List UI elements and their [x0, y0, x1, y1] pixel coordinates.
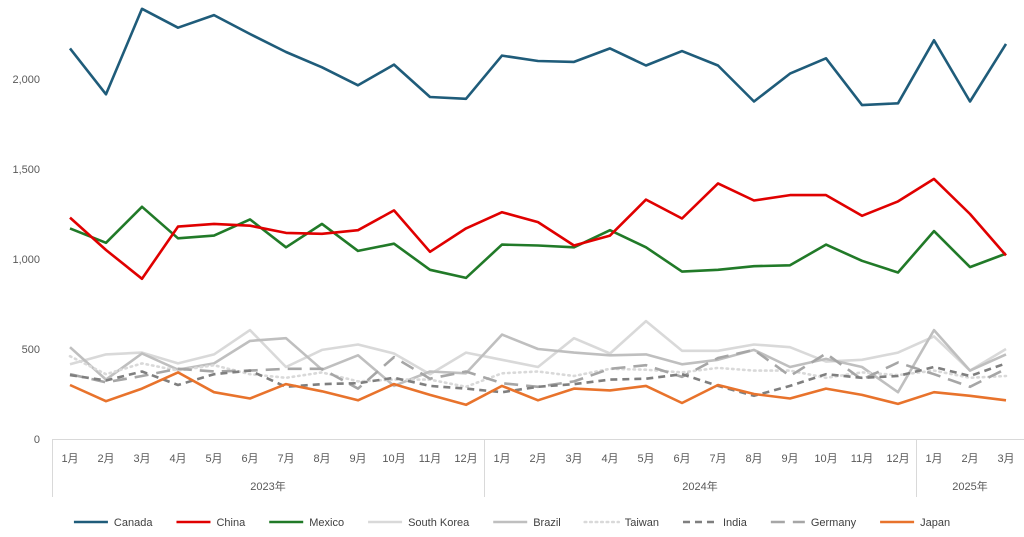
legend-label: Canada: [114, 517, 153, 529]
x-tick-label: 6月: [241, 453, 258, 465]
legend-item-brazil: Brazil: [493, 517, 561, 529]
legend-label: China: [216, 517, 246, 529]
y-tick-label: 1,000: [12, 254, 40, 266]
x-tick-label: 8月: [745, 453, 762, 465]
series-line-japan: [69, 371, 1007, 407]
x-tick-label: 5月: [205, 453, 222, 465]
x-tick-label: 9月: [349, 453, 366, 465]
legend-item-japan: Japan: [880, 517, 950, 529]
legend: Canada China Mexico South Korea Brazil Taiwan…: [73, 517, 950, 529]
x-tick-label: 2月: [97, 453, 114, 465]
x-tick-label: 1月: [925, 453, 942, 465]
x-tick-label: 1月: [493, 453, 510, 465]
x-tick-label: 3月: [565, 453, 582, 465]
legend-item-canada: Canada: [73, 517, 153, 529]
series-line-south-korea: [69, 319, 1007, 376]
legend-label: Germany: [811, 517, 857, 529]
year-group-label: 2025年: [952, 479, 987, 493]
x-tick-label: 4月: [601, 453, 618, 465]
legend-item-india: India: [682, 517, 748, 529]
x-tick-label: 10月: [382, 453, 405, 465]
x-tick-label: 7月: [709, 453, 726, 465]
series-line-canada: [68, 7, 1008, 107]
x-tick-label: 5月: [637, 453, 654, 465]
x-tick-label: 9月: [781, 453, 798, 465]
y-tick-label: 2,000: [12, 74, 40, 86]
legend-item-germany: Germany: [770, 517, 857, 529]
x-tick-label: 3月: [133, 453, 150, 465]
x-tick-label: 8月: [313, 453, 330, 465]
year-group-label: 2024年: [682, 479, 717, 493]
series-line-brazil: [69, 328, 1007, 394]
x-tick-label: 4月: [169, 453, 186, 465]
x-tick-label: 10月: [814, 453, 837, 465]
x-tick-label: 12月: [454, 453, 477, 465]
x-tick-label: 11月: [851, 453, 873, 465]
legend-item-taiwan: Taiwan: [583, 517, 659, 529]
legend-item-south-korea: South Korea: [368, 517, 470, 529]
series-line-india: [69, 362, 1007, 398]
legend-item-china: China: [176, 517, 246, 529]
legend-item-mexico: Mexico: [269, 517, 344, 529]
series-line-china: [69, 177, 1007, 281]
series-line-germany: [69, 348, 1007, 390]
x-tick-label: 11月: [419, 453, 441, 465]
x-tick-label: 1月: [61, 453, 78, 465]
series-layer: [68, 7, 1008, 407]
x-axis: 1月 2月 3月 4月 5月 6月 7月 8月 9月 10月 11月 12月 1月 2月 3月 4月 5月 6月 7…: [52, 439, 1024, 497]
y-tick-label: 500: [22, 344, 40, 356]
y-tick-label: 0: [34, 434, 40, 446]
series-line-mexico: [69, 205, 1007, 280]
legend-label: Mexico: [309, 517, 344, 529]
x-tick-label: 3月: [997, 453, 1014, 465]
y-axis: 0 500 1,000 1,500 2,000: [12, 74, 40, 446]
x-tick-label: 2月: [529, 453, 546, 465]
x-tick-label: 2月: [961, 453, 978, 465]
legend-label: South Korea: [408, 517, 470, 529]
year-group-label: 2023年: [250, 479, 285, 493]
legend-label: Brazil: [533, 517, 561, 529]
series-line-taiwan: [68, 354, 1008, 389]
y-tick-label: 1,500: [12, 164, 40, 176]
x-tick-label: 7月: [277, 453, 294, 465]
x-tick-label: 12月: [886, 453, 909, 465]
x-tick-label: 6月: [673, 453, 690, 465]
legend-label: Japan: [920, 517, 950, 529]
legend-label: Taiwan: [625, 517, 659, 529]
legend-label: India: [723, 517, 748, 529]
